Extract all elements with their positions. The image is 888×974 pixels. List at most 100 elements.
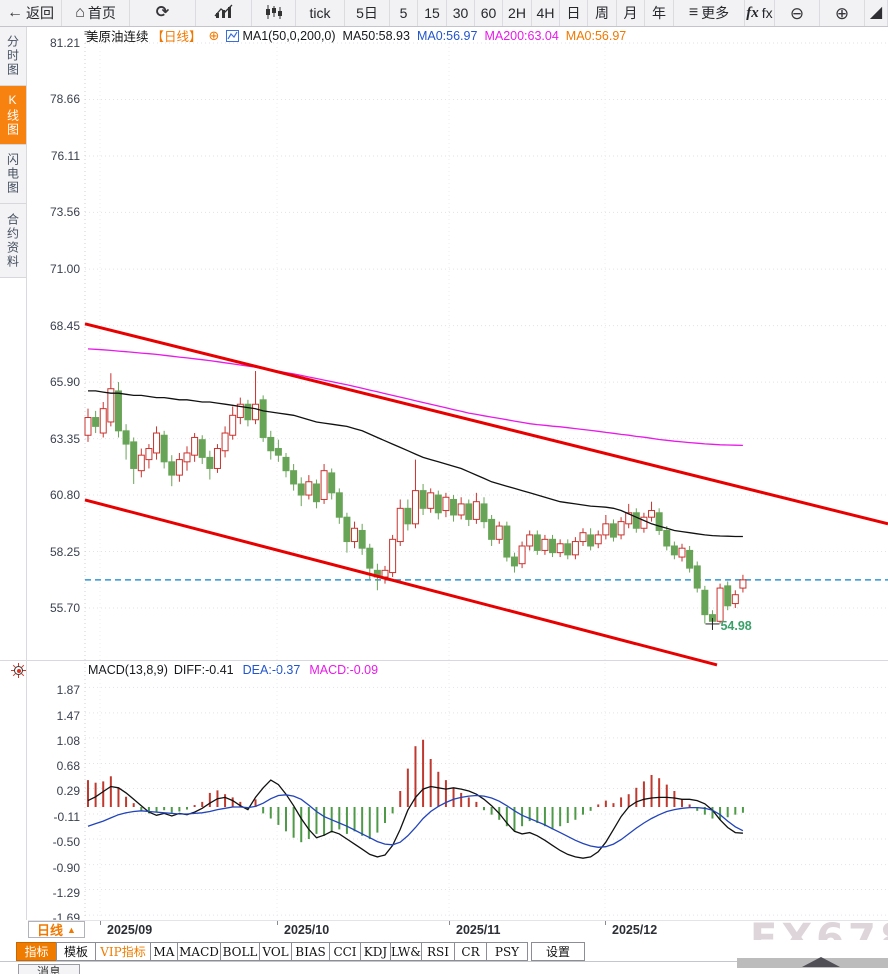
macd-axis-label: 1.08 [56, 733, 80, 748]
toolbar-item-label: 4H [536, 5, 555, 21]
indicator-button-BOLL[interactable]: BOLL [220, 942, 260, 961]
indicator-button-VIP指标[interactable]: VIP指标 [95, 942, 151, 961]
price-axis-label: 78.66 [49, 92, 80, 107]
refresh-button[interactable]: ⟳ [130, 0, 196, 26]
timeframe-button-30[interactable]: 30 [447, 0, 475, 26]
pane-handle-icon[interactable]: ≡ [84, 28, 90, 38]
timeframe-button-日[interactable]: 日 [560, 0, 588, 26]
zoom-out-icon: ⊖ [789, 3, 805, 23]
toolbar-item-label: 首页 [87, 5, 116, 21]
draw-button[interactable]: ◢ [865, 0, 888, 26]
back-arrow-icon: ← [7, 4, 23, 21]
time-axis-tick [605, 921, 606, 925]
indicator-button-模板[interactable]: 模板 [56, 942, 96, 961]
low-price-label: 54.98 [720, 618, 752, 633]
indicator-button-LW&[interactable]: LW& [390, 942, 422, 961]
top-toolbar: ← 返回 ⌂ 首页 ⟳ tick 5日 5 15 30 60 2H 4H 日周月年 ≡ 更多 fx fx ⊖ ⊕ ◢ [0, 0, 888, 27]
chart-type-sidebar: 分时图 K线图 闪电图 合约资料 [0, 27, 27, 920]
time-axis-label: 2025/11 [456, 923, 501, 937]
indicator-button-KDJ[interactable]: KDJ [360, 942, 391, 961]
toolbar-item-label: fx [761, 5, 773, 21]
indicator-button-设置[interactable]: 设置 [531, 942, 585, 961]
sidebar-tab-闪电图[interactable]: 闪电图 [0, 145, 26, 204]
period-selector[interactable]: 日线 ▲ [28, 921, 85, 938]
toolbar-item-label: 60 [480, 5, 497, 21]
sidebar-tab-合约资料[interactable]: 合约资料 [0, 204, 26, 278]
time-axis-label: 2025/10 [284, 923, 330, 937]
timeframe-button-月[interactable]: 月 [617, 0, 645, 26]
period-selector-arrow-icon: ▲ [67, 924, 76, 935]
zoom-in-button[interactable]: ⊕ [820, 0, 865, 26]
fx-button[interactable]: fx fx [745, 0, 775, 26]
time-axis-label: 2025/12 [612, 923, 658, 937]
timeframe-button-5[interactable]: 5 [390, 0, 418, 26]
menu-icon: ≡ [688, 4, 699, 21]
toolbar-item-label: 日 [566, 5, 581, 21]
macd-axis-label: -0.11 [53, 810, 80, 825]
price-axis-label: 68.45 [49, 318, 80, 333]
zoom-out-button[interactable]: ⊖ [775, 0, 820, 26]
back-arrow-button[interactable]: ← 返回 [0, 0, 62, 26]
crosshair-icon[interactable]: ⊕ [208, 27, 220, 43]
timeframe-button-60[interactable]: 60 [475, 0, 503, 26]
pane-divider [0, 660, 888, 661]
price-axis-label: 58.25 [49, 544, 80, 559]
menu-button[interactable]: ≡ 更多 [674, 0, 745, 26]
ma-settings-icon[interactable] [226, 29, 240, 42]
toolbar-item-label: 月 [623, 5, 638, 21]
timeframe-button-4H[interactable]: 4H [532, 0, 560, 26]
toolbar-item-label: 更多 [701, 5, 730, 21]
indicator-button-VOL[interactable]: VOL [259, 942, 292, 961]
toolbar-item-label: 2H [508, 5, 526, 21]
indicator-button-CR[interactable]: CR [454, 942, 487, 961]
indicator-settings-icon[interactable] [11, 663, 26, 678]
period-label: 【日线】 [151, 30, 202, 44]
macd-axis-label: -0.90 [52, 860, 80, 875]
indicator-button-PSY[interactable]: PSY [486, 942, 528, 961]
sidebar-tab-K线图[interactable]: K线图 [0, 86, 26, 145]
timeframe-button-5日[interactable]: 5日 [345, 0, 390, 26]
fx-icon: fx [746, 4, 759, 21]
indicator-button-MA[interactable]: MA [150, 942, 178, 961]
indicator-button-MACD[interactable]: MACD [177, 942, 221, 961]
timeframe-button-15[interactable]: 15 [418, 0, 447, 26]
indicator-button-BIAS[interactable]: BIAS [291, 942, 330, 961]
candlestick-button[interactable] [252, 0, 296, 26]
indicator-button-指标[interactable]: 指标 [16, 942, 57, 961]
timeframe-button-周[interactable]: 周 [588, 0, 617, 26]
home-button[interactable]: ⌂ 首页 [62, 0, 130, 26]
time-axis-tick [277, 921, 278, 925]
toolbar-item-label: 年 [652, 5, 666, 21]
price-axis-label: 60.80 [49, 488, 80, 503]
indicator-button-RSI[interactable]: RSI [421, 942, 455, 961]
price-axis-label: 63.35 [49, 431, 80, 446]
ma0-blue-value: MA0:56.97 [416, 28, 478, 43]
macd-macd-value: MACD:-0.09 [309, 663, 379, 677]
zoom-in-icon: ⊕ [834, 3, 850, 23]
toolbar-item-label: 返回 [26, 5, 54, 21]
macd-axis-label: 1.47 [56, 708, 80, 723]
draw-icon: ◢ [869, 4, 883, 21]
price-axis-label: 73.56 [49, 205, 80, 220]
message-tab[interactable]: 消息 [18, 964, 80, 974]
toolbar-item-label: 15 [424, 5, 440, 21]
price-axis-label: 71.00 [49, 262, 80, 277]
column-chart-icon [213, 4, 235, 23]
macd-header: MACD(13,8,9) DIFF:-0.41 DEA:-0.37 MACD:-… [88, 663, 378, 677]
sidebar-tab-分时图[interactable]: 分时图 [0, 27, 26, 86]
toolbar-item-label: 30 [452, 5, 469, 21]
horizontal-scrollbar[interactable] [737, 957, 888, 968]
ma0-orange-value: MA0:56.97 [565, 28, 627, 43]
toolbar-item-label: 5日 [356, 5, 378, 21]
macd-params: MACD(13,8,9) [88, 663, 168, 677]
macd-axis-label: 1.87 [56, 683, 80, 698]
timeframe-button-2H[interactable]: 2H [503, 0, 532, 26]
indicator-button-CCI[interactable]: CCI [329, 942, 361, 961]
column-chart-button[interactable] [196, 0, 252, 26]
collapse-arrow-icon[interactable] [802, 957, 840, 967]
timeframe-button-年[interactable]: 年 [645, 0, 674, 26]
price-axis-label: 55.70 [49, 601, 80, 615]
time-axis-row [28, 920, 888, 940]
timeframe-button-tick[interactable]: tick [296, 0, 345, 26]
